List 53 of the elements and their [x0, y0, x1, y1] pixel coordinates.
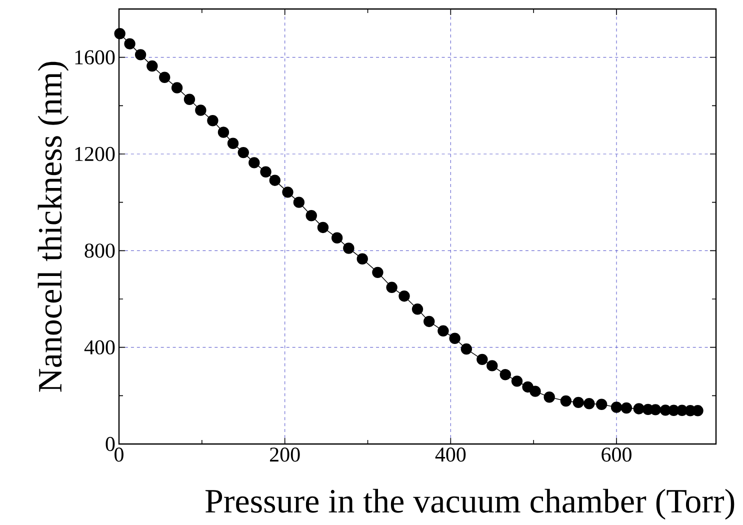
x-tick-label: 200	[270, 448, 300, 462]
point	[372, 266, 384, 278]
y-tick-label: 800	[84, 244, 115, 258]
point	[511, 376, 523, 387]
point	[386, 282, 398, 293]
y-tick-label: 1200	[75, 146, 115, 162]
point	[227, 138, 239, 149]
y-tick-label: 1600	[75, 50, 115, 64]
point	[159, 72, 170, 83]
point	[306, 210, 317, 222]
point	[424, 316, 435, 328]
point	[293, 196, 305, 208]
point	[207, 115, 218, 126]
point	[438, 325, 449, 336]
point	[146, 60, 158, 72]
point	[486, 360, 498, 372]
point	[238, 146, 249, 158]
point	[269, 174, 280, 186]
point	[317, 222, 329, 234]
point	[134, 49, 146, 60]
y-tick-label: 0	[106, 436, 115, 452]
y-axis-title: Nanocell thickness (nm)	[38, 62, 69, 392]
point	[633, 403, 644, 414]
point	[620, 402, 632, 414]
point	[398, 290, 410, 302]
point	[560, 395, 572, 407]
point	[572, 396, 584, 408]
point	[500, 369, 511, 380]
point	[460, 343, 472, 355]
x-tick-label: 600	[602, 448, 632, 462]
point	[343, 242, 354, 254]
point	[184, 94, 196, 105]
point	[596, 398, 608, 410]
point	[282, 186, 294, 198]
x-tick-label: 400	[435, 448, 466, 462]
point	[114, 28, 126, 40]
point	[449, 332, 460, 344]
point	[530, 386, 541, 397]
point	[195, 104, 206, 116]
point	[260, 166, 272, 178]
point	[218, 126, 230, 138]
point	[356, 253, 368, 264]
point	[331, 232, 343, 244]
point	[248, 157, 260, 168]
point	[412, 304, 424, 315]
point	[124, 38, 136, 50]
point	[171, 82, 183, 94]
point	[584, 398, 595, 410]
x-axis-title: Pressure in the vacuum chamber (Torr)	[206, 488, 734, 520]
point	[476, 354, 488, 366]
point	[610, 402, 622, 413]
y-tick-label: 400	[84, 340, 115, 354]
point	[544, 392, 555, 403]
